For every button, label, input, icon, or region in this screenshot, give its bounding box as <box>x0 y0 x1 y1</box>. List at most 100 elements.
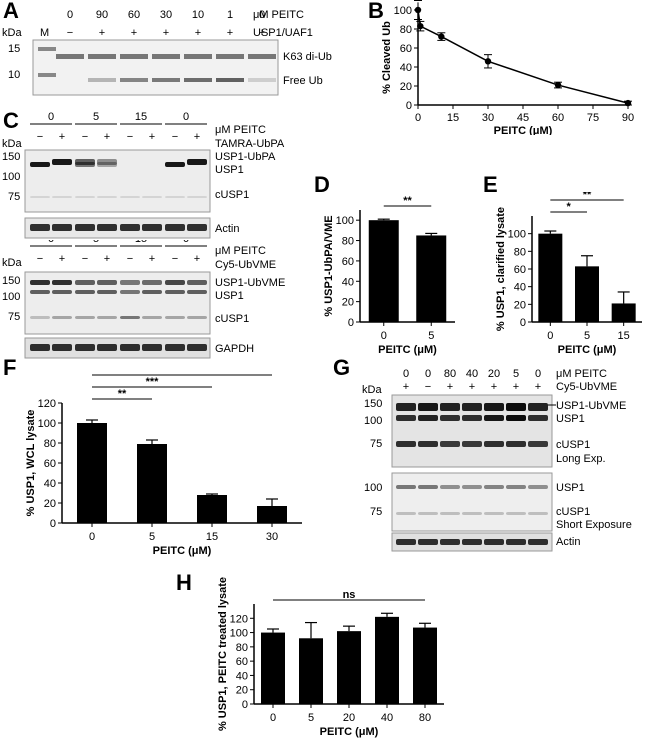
blot-c-bot-band <box>142 344 162 351</box>
blot-g-band <box>440 512 460 515</box>
blot-a-marker-label: M <box>40 27 49 39</box>
chart-b-point <box>484 58 492 65</box>
blot-g-conc-0: 0 <box>403 368 409 380</box>
blot-c-top-mw-100: 100 <box>2 171 20 183</box>
chart-h-y-tick-label: 60 <box>236 656 248 668</box>
blot-g-kda: kDa <box>362 384 382 396</box>
blot-a-conc-0: 0 <box>67 9 73 21</box>
chart-b-x-tick-label: 0 <box>415 112 421 124</box>
blot-a-marker-band-15 <box>38 47 56 51</box>
blot-c-bot-treat-2: − <box>82 253 88 265</box>
blot-c-bot-band <box>52 316 72 319</box>
chart-e-xlabel: PEITC (μM) <box>558 344 617 356</box>
blot-g-band-usp1-short: USP1 <box>556 482 585 494</box>
blot-g-band <box>484 403 504 411</box>
blot-g-band <box>396 441 416 447</box>
blot-g-band <box>440 415 460 421</box>
chart-e-x-tick-label: 0 <box>547 330 553 342</box>
blot-c-bot-band <box>165 290 185 294</box>
chart-d-y-tick-label: 20 <box>342 297 354 309</box>
blot-c-bot-band <box>187 316 207 319</box>
blot-g-short-exp-label: Short Exposure <box>556 519 632 531</box>
blot-c-bot-band <box>120 316 140 319</box>
blot-c-bot-treat-7: + <box>194 253 200 265</box>
panel-letter-b: B <box>368 0 384 23</box>
chart-d-xlabel: PEITC (μM) <box>378 344 437 356</box>
blot-a-conc-1: 90 <box>96 9 108 21</box>
blot-c-bot-conc-3: 0 <box>183 240 189 245</box>
chart-f-y-tick-label: 80 <box>44 438 56 450</box>
blot-c-bot-band <box>52 280 72 285</box>
blot-c-bot-band <box>75 344 95 351</box>
blot-a-conc-2: 60 <box>128 9 140 21</box>
blot-c-top-band <box>97 162 117 167</box>
chart-d-y-tick-label: 100 <box>336 215 354 227</box>
chart-e-y-tick-label: 100 <box>508 229 526 241</box>
chart-b-x-tick-label: 90 <box>622 112 634 124</box>
chart-e-bar <box>575 266 599 322</box>
chart-h-y-tick-label: 0 <box>242 699 248 711</box>
blot-a-freeub-band <box>184 78 212 82</box>
blot-a-conc-unit: μM PEITC <box>253 9 304 21</box>
blot-a-diub-band <box>56 54 84 59</box>
blot-g-conc-1: 0 <box>425 368 431 380</box>
chart-h-x-tick-label: 80 <box>419 712 431 724</box>
panel-letter-c: C <box>3 108 19 133</box>
chart-b-y-tick-label: 60 <box>400 43 412 55</box>
chart-e: 0 20 40 60 80 100% USP1, clarified lysate 0 5 15… <box>495 192 642 356</box>
blot-c-top-treat-2: − <box>82 131 88 143</box>
blot-c-top-band <box>52 196 72 198</box>
blot-c-top-band <box>187 159 207 165</box>
chart-b-y-tick-label: 80 <box>400 24 412 36</box>
blot-g-long-mw-100: 100 <box>364 415 382 427</box>
blot-g-band <box>484 415 504 421</box>
chart-e-sig-label: * <box>567 201 572 213</box>
blot-g-band <box>528 415 548 421</box>
blot-c-bot-band <box>97 290 117 294</box>
blot-c-bot-band <box>187 280 207 285</box>
blot-c-top-band <box>187 196 207 198</box>
chart-b-point <box>414 6 422 14</box>
blot-c-bot-treat-4: − <box>127 253 133 265</box>
chart-b-ylabel: % Cleaved Ub <box>381 21 393 94</box>
blot-c-top-band <box>75 224 95 231</box>
blot-g-band <box>484 512 504 515</box>
blot-g-treat-0: + <box>403 381 409 393</box>
blot-c-bot-band <box>52 290 72 294</box>
panel-letter-e: E <box>483 172 498 197</box>
blot-g-treat-6: + <box>535 381 541 393</box>
blot-g-band <box>418 415 438 421</box>
chart-f-x-tick-label: 30 <box>266 531 278 543</box>
blot-a-freeub-band <box>216 78 244 82</box>
blot-g-band <box>396 403 416 411</box>
chart-f-x-tick-label: 15 <box>206 531 218 543</box>
chart-f-y-tick-label: 100 <box>38 418 56 430</box>
blot-a-freeub-band <box>88 78 116 82</box>
blot-g-band-usp1-long: USP1 <box>556 413 585 425</box>
blot-c-top-probe: TAMRA-UbPA <box>215 138 285 150</box>
chart-e-y-tick-label: 40 <box>514 282 526 294</box>
chart-f-y-tick-label: 40 <box>44 478 56 490</box>
blot-g-probe: Cy5-UbVME <box>556 381 617 393</box>
blot-a-mw-10: 10 <box>8 69 20 81</box>
chart-b-point <box>438 33 445 40</box>
blot-c-top-band <box>120 196 140 198</box>
blot-g-treat-2: + <box>447 381 453 393</box>
chart-h-bar <box>337 631 361 704</box>
chart-h-x-tick-label: 5 <box>308 712 314 724</box>
chart-h: 0 20 40 60 80 100 120% USP1, PEITC treated lys… <box>217 577 444 738</box>
blot-g-short-membrane <box>391 472 553 532</box>
blot-c-bot-band <box>187 290 207 294</box>
blot-g-long-mw-150: 150 <box>364 398 382 410</box>
blot-c-bot-mw-150: 150 <box>2 275 20 287</box>
blot-a-conc-3: 30 <box>160 9 172 21</box>
blot-g-band <box>396 485 416 489</box>
blot-c-bot-band <box>120 290 140 294</box>
blot-c-bot-probe: Cy5-UbVME <box>215 259 276 271</box>
blot-a-conc-4: 10 <box>192 9 204 21</box>
panel-letter-f: F <box>3 355 17 380</box>
chart-f-sig-label: ** <box>118 388 127 400</box>
blot-g-band <box>528 512 548 515</box>
blot-g-band <box>462 441 482 447</box>
blot-a-freeub-band <box>152 78 180 82</box>
